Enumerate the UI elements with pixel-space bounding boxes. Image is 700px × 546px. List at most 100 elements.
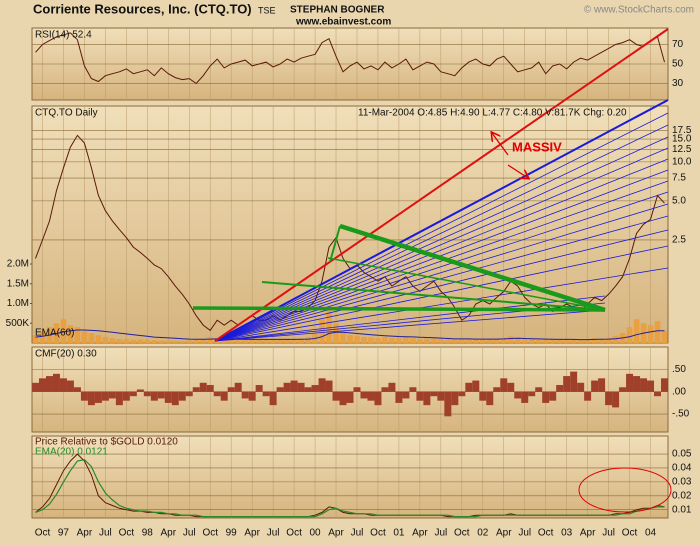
cmf-bar [416,391,424,401]
x-tick-label: 99 [226,528,238,539]
volume-bar [284,339,290,343]
volume-bar [633,319,640,343]
cmf-bar [577,382,585,392]
cmf-bar [38,378,46,392]
cmf-bar [430,391,438,397]
cmf-bar [598,378,606,392]
volume-bar [549,339,556,343]
panel-title: CMF(20) 0.30 [35,349,97,360]
volume-bar [109,338,116,343]
author: STEPHAN BOGNER [290,5,385,16]
plot-area [30,27,669,519]
x-tick-label: 00 [309,528,321,539]
cmf-bar [647,380,655,392]
volume-bar [277,339,283,343]
volume-bar [347,335,353,343]
y-tick-label: 50 [672,59,684,70]
cmf-bar [465,382,473,392]
volume-bar [654,321,661,343]
y2-tick-label: 500K [6,318,30,329]
x-tick-label: 98 [142,528,154,539]
x-tick-label: Oct [370,528,386,539]
quote-info: 11-Mar-2004 O:4.85 H:4.90 L:4.77 C:4.80 … [358,108,627,119]
y2-tick-label: 1.0M [7,298,29,309]
cmf-bar [339,391,347,406]
y-tick-label: 0.02 [672,490,692,501]
cmf-bar [444,391,452,417]
x-tick-label: Jul [267,528,280,539]
volume-bar [612,335,619,343]
legend-label: EMA(20) 0.0121 [35,447,108,458]
cmf-bar [276,387,284,392]
cmf-bar [640,378,648,392]
cmf-bar [45,376,53,392]
cmf-bar [283,382,291,392]
cmf-bar [178,391,186,401]
y-tick-label: 15.0 [672,134,692,145]
volume-bar [431,338,437,343]
cmf-bar [402,391,410,399]
cmf-bar [661,378,668,392]
x-tick-label: 97 [58,528,70,539]
y-tick-label: 10.0 [672,157,692,168]
cmf-bar [73,387,81,392]
x-tick-label: Jul [518,528,531,539]
cmf-bar [367,391,375,401]
volume-bar [563,339,570,343]
cmf-bar [192,387,200,392]
cmf-bar [150,391,158,401]
x-tick-label: Jul [434,528,447,539]
cmf-bar [185,391,193,397]
volume-bar [207,337,214,343]
cmf-bar [451,391,459,406]
y-tick-label: 5.0 [672,196,686,207]
volume-bar [556,340,563,343]
cmf-bar [542,391,550,403]
volume-bar [528,339,535,343]
cmf-bar [129,391,137,397]
cmf-bar [591,380,599,392]
volume-bar [81,331,88,343]
volume-bar [298,338,304,343]
volume-bar [493,338,500,343]
cmf-bar [395,391,403,403]
volume-bar [158,340,165,343]
volume-bar [375,338,381,343]
volume-bar [172,340,179,343]
y-tick-label: 0.04 [672,463,692,474]
volume-bar [326,307,332,343]
y-tick-label: 7.5 [672,173,686,184]
cmf-bar [122,391,130,401]
volume-bar [39,331,46,343]
cmf-bar [241,391,249,399]
x-tick-label: Apr [161,528,177,539]
volume-bar [123,339,130,343]
cmf-bar [290,380,298,392]
panel-title: RSI(14) 52.4 [35,30,92,41]
cmf-bar [80,391,88,401]
y-tick-label: .00 [672,386,686,397]
cmf-bar [87,391,95,406]
volume-bar [438,339,444,343]
volume-bar [179,341,186,343]
x-tick-label: Apr [244,528,260,539]
x-tick-label: Apr [580,528,596,539]
cmf-bar [255,385,263,392]
volume-bar [242,339,248,343]
volume-bar [144,339,151,343]
cmf-bar [262,391,270,397]
x-tick-label: Jul [602,528,615,539]
volume-bar [270,339,276,343]
x-tick-label: Jul [351,528,364,539]
volume-bar [403,336,409,343]
volume-bar [256,339,262,343]
cmf-bar [59,378,67,392]
cmf-bar [143,391,151,397]
cmf-bar [619,387,627,392]
volume-bar [116,339,123,343]
cmf-bar [52,373,60,392]
cmf-bar [612,391,620,408]
cmf-bar [458,391,466,397]
volume-bar [165,340,172,343]
y-tick-label: -.50 [672,409,690,420]
